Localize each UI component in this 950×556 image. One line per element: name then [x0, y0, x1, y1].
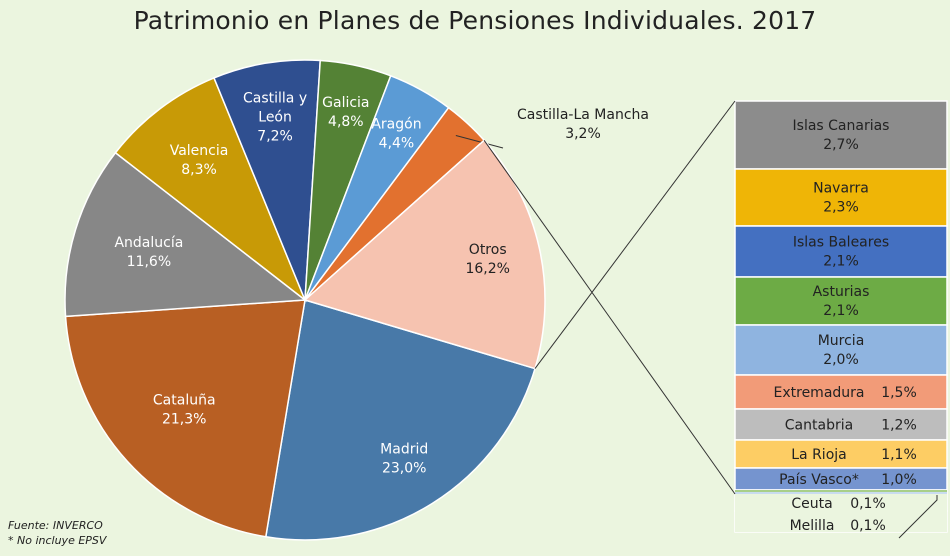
bar-segment-asturias-value: 2,1%	[823, 303, 859, 319]
slice-castilla-y-leon-value: 7,2%	[257, 129, 293, 145]
slice-castilla-y-leon	[213, 59, 322, 301]
bar-segment-islas-canarias	[734, 100, 948, 170]
slice-cataluna-value: 21,3%	[162, 411, 206, 427]
melilla-leader	[898, 495, 938, 539]
bar-segment-cantabria-value: 1,2%	[881, 418, 917, 434]
bar-segment-navarra	[734, 168, 948, 227]
slice-castilla-la-mancha-leader	[455, 135, 504, 149]
slice-madrid-label: Madrid	[380, 441, 428, 457]
slice-andalucia	[64, 151, 308, 318]
connector-bottom	[483, 140, 736, 495]
bar-segment-murcia-value: 2,0%	[823, 352, 859, 368]
bar-segment-islas-baleares-label: Islas Baleares	[793, 235, 889, 251]
bar-segment-cantabria	[734, 408, 948, 441]
slice-madrid	[264, 299, 536, 541]
bar-segment-islas-canarias-value: 2,7%	[823, 137, 859, 153]
slice-galicia-label: Galicia	[322, 95, 369, 111]
slice-andalucia-label: Andalucía	[114, 235, 183, 251]
footnote-text: * No incluye EPSV	[8, 534, 107, 547]
bar-segment-extremadura-value: 1,5%	[881, 385, 917, 401]
bar-segment-ceuta-value: 0,1%	[850, 496, 886, 512]
slice-cataluna	[64, 299, 306, 538]
bar-segment-asturias-label: Asturias	[813, 284, 870, 300]
bar-segment-la-rioja	[734, 439, 948, 469]
bar-segment-islas-baleares	[734, 225, 948, 278]
bar-segment-melilla-label: Melilla	[790, 518, 835, 534]
slice-castilla-la-mancha-label: Castilla-La Mancha	[517, 107, 649, 123]
slice-castilla-la-mancha-value: 3,2%	[565, 126, 601, 142]
bar-segment-islas-canarias-label: Islas Canarias	[793, 118, 890, 134]
bar-segment-extremadura-label: Extremadura	[774, 385, 865, 401]
slice-galicia-value: 4,8%	[328, 114, 364, 130]
bar-segment-murcia-label: Murcia	[818, 333, 865, 349]
bar-segment-navarra-label: Navarra	[813, 181, 869, 197]
source-text: Fuente: INVERCO	[8, 519, 103, 532]
bar-segment-la-rioja-label: La Rioja	[791, 447, 846, 463]
connector-top	[534, 100, 736, 369]
slice-otros-value: 16,2%	[465, 261, 509, 277]
bar-segment-cantabria-label: Cantabria	[785, 418, 853, 434]
slice-aragon-value: 4,4%	[379, 135, 415, 151]
slice-otros	[303, 139, 546, 370]
slice-andalucia-value: 11,6%	[127, 254, 171, 270]
bar-segment-murcia	[734, 324, 948, 376]
bar-segment-navarra-value: 2,3%	[823, 200, 859, 216]
source-note: Fuente: INVERCO * No incluye EPSV	[8, 518, 106, 548]
slice-castilla-y-leon-label: León	[258, 110, 292, 126]
bar-segment-pais-vasco-value: 1,0%	[881, 472, 917, 488]
slice-castilla-y-leon-label: Castilla y	[243, 91, 307, 107]
slice-otros-label: Otros	[469, 242, 507, 258]
bar-segment-asturias	[734, 276, 948, 326]
slice-valencia-value: 8,3%	[181, 162, 217, 178]
bar-segment-ceuta-label: Ceuta	[791, 496, 832, 512]
slice-madrid-value: 23,0%	[382, 460, 426, 476]
bar-segment-la-rioja-value: 1,1%	[881, 447, 917, 463]
slice-aragon-label: Aragón	[371, 116, 421, 132]
slice-cataluna-label: Cataluña	[153, 392, 216, 408]
thin-segment-area	[735, 490, 947, 532]
bar-segment-extremadura	[734, 374, 948, 410]
bar-segment-islas-baleares-value: 2,1%	[823, 254, 859, 270]
slice-valencia	[114, 76, 307, 303]
bar-segment-melilla-value: 0,1%	[850, 518, 886, 534]
bar-segment-pais-vasco-label: País Vasco*	[779, 472, 859, 488]
slice-valencia-label: Valencia	[170, 143, 229, 159]
chart-title: Patrimonio en Planes de Pensiones Indivi…	[133, 6, 817, 35]
